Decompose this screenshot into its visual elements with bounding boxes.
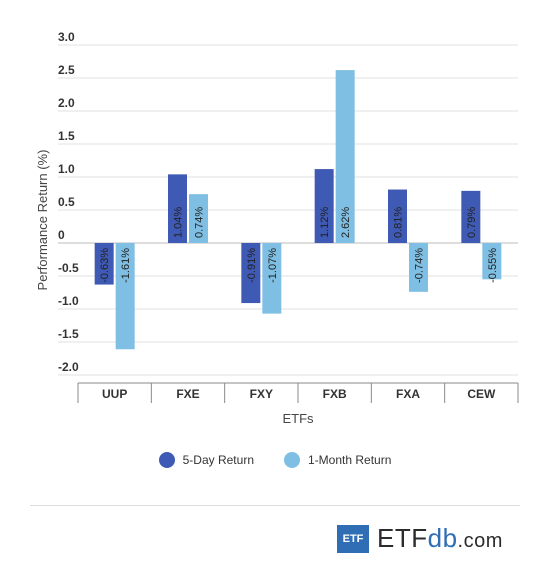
y-tick-label: 0.5 (58, 195, 75, 209)
bar (388, 189, 407, 243)
legend-swatch-1-month (284, 452, 300, 468)
data-label: 1.12% (319, 207, 331, 238)
logo-badge: ETF (337, 524, 369, 553)
y-tick-label: 1.0 (58, 162, 75, 176)
data-label: -1.61% (120, 248, 132, 283)
data-label: 0.81% (393, 207, 405, 238)
bar (409, 243, 428, 292)
category-label: UUP (102, 387, 127, 401)
y-tick-label: -1.0 (58, 294, 79, 308)
bar (94, 243, 114, 285)
logo-wordmark: ETFdb.com (377, 523, 503, 554)
logo-name-suffix: .com (457, 530, 503, 552)
y-tick-label: -2.0 (58, 360, 79, 374)
bar (168, 174, 187, 243)
data-label: 0.79% (466, 207, 478, 238)
data-label: 1.04% (173, 207, 185, 238)
legend-item-1-month: 1-Month Return (284, 452, 391, 468)
legend-label-5-day: 5-Day Return (182, 453, 254, 467)
bar (189, 194, 208, 243)
y-tick-label: 2.5 (58, 63, 75, 77)
legend-swatch-5-day (158, 452, 175, 468)
data-label: 2.62% (340, 207, 352, 238)
category-label: FXA (396, 387, 420, 401)
footer-divider (30, 505, 520, 506)
legend-item-5-day: 5-Day Return (158, 452, 254, 468)
performance-chart: 3.0 2.5 2.0 1.5 1.0 0.5 0 -0.5 -1.0 -1.5 -2.0 -0.6… (35, 30, 519, 426)
bar (241, 243, 261, 304)
y-tick-label: 0 (58, 228, 65, 242)
y-tick-label: 3.0 (58, 30, 75, 44)
y-tick-labels: 3.0 2.5 2.0 1.5 1.0 0.5 0 -0.5 -1.0 -1.5 -2.0 (58, 30, 79, 374)
category-label: CEW (467, 387, 496, 401)
y-axis-title: Performance Return (%) (35, 150, 50, 291)
bar (115, 243, 135, 350)
bar (262, 243, 282, 314)
gridlines (58, 44, 519, 403)
data-label: -0.74% (414, 248, 426, 283)
y-tick-label: 2.0 (58, 96, 75, 110)
data-label: 0.74% (194, 207, 206, 238)
bar (461, 190, 481, 243)
category-label: FXE (176, 387, 199, 401)
legend: 5-Day Return 1-Month Return (0, 452, 550, 468)
bar (482, 243, 502, 280)
category-label: FXB (323, 387, 347, 401)
bar (335, 70, 355, 243)
y-tick-label: 1.5 (58, 129, 75, 143)
y-tick-label: -0.5 (58, 261, 79, 275)
etfdb-logo: ETF ETFdb.com (337, 523, 503, 554)
data-label: -0.63% (99, 248, 111, 283)
x-category-labels: UUP FXE FXY FXB FXA CEW (102, 387, 496, 401)
data-label: -0.91% (246, 248, 258, 283)
y-tick-label: -1.5 (58, 327, 79, 341)
bars: -0.63% 1.04% -0.91% 1.12% 0.81% 0.79% -1.61% 0.… (94, 70, 502, 350)
logo-name-main: ETF (377, 523, 428, 553)
logo-name-accent: db (427, 523, 458, 553)
data-label: -1.07% (267, 248, 279, 283)
category-label: FXY (250, 387, 273, 401)
x-axis-title: ETFs (282, 411, 314, 426)
legend-label-1-month: 1-Month Return (308, 453, 392, 467)
data-label: -0.55% (487, 248, 499, 283)
bar (314, 169, 334, 243)
